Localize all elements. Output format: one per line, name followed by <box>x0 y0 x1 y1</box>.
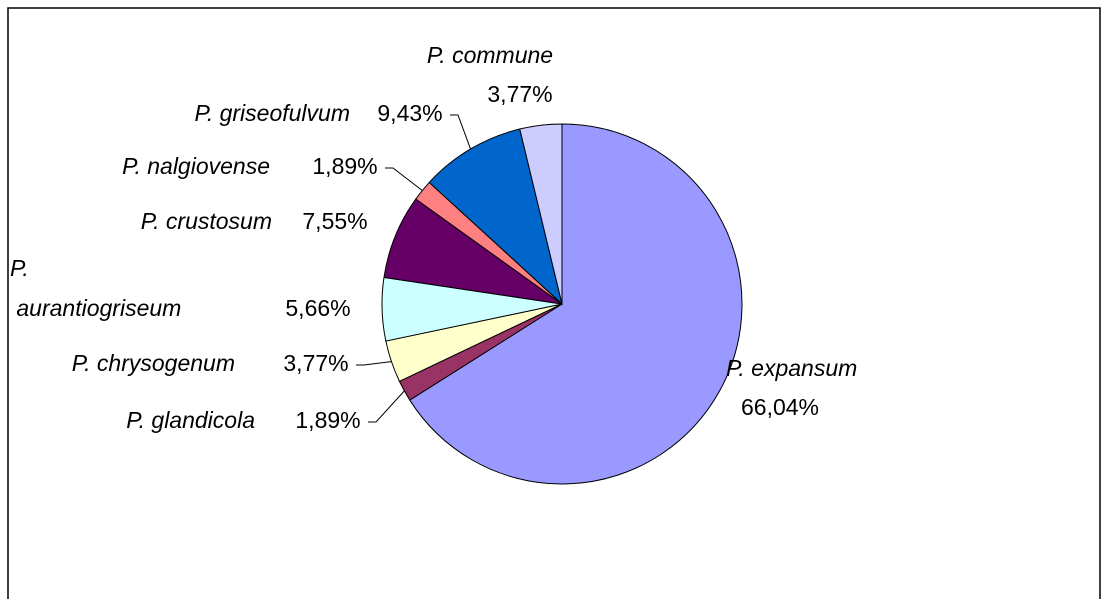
slice-label: P. griseofulvum <box>194 100 350 126</box>
slice-value-label: 3,77% <box>487 81 552 107</box>
slice-value-label: 9,43% <box>377 100 442 126</box>
slice-value-label: 66,04% <box>741 394 819 420</box>
leader-line <box>450 114 471 150</box>
slice-label: P. commune <box>427 42 553 68</box>
pie-slice <box>409 123 743 485</box>
leader-line <box>356 361 392 366</box>
slice-value-label: 1,89% <box>295 407 360 433</box>
slice-value-label: 5,66% <box>285 295 350 321</box>
leader-line <box>385 167 423 191</box>
slice-value-label: 1,89% <box>312 153 377 179</box>
slice-label: P. crustosum <box>141 208 272 234</box>
slice-label: P. expansum <box>726 355 857 381</box>
slice-value-label: 3,77% <box>283 350 348 376</box>
slice-label: P. nalgiovense <box>122 153 270 179</box>
pie-slice <box>519 123 563 305</box>
leader-line <box>368 390 405 423</box>
slice-label: P. glandicola <box>126 407 255 433</box>
slice-label: P. chrysogenum <box>72 350 235 376</box>
slice-label: P. aurantiogriseum <box>10 255 181 321</box>
slice-value-label: 7,55% <box>302 208 367 234</box>
